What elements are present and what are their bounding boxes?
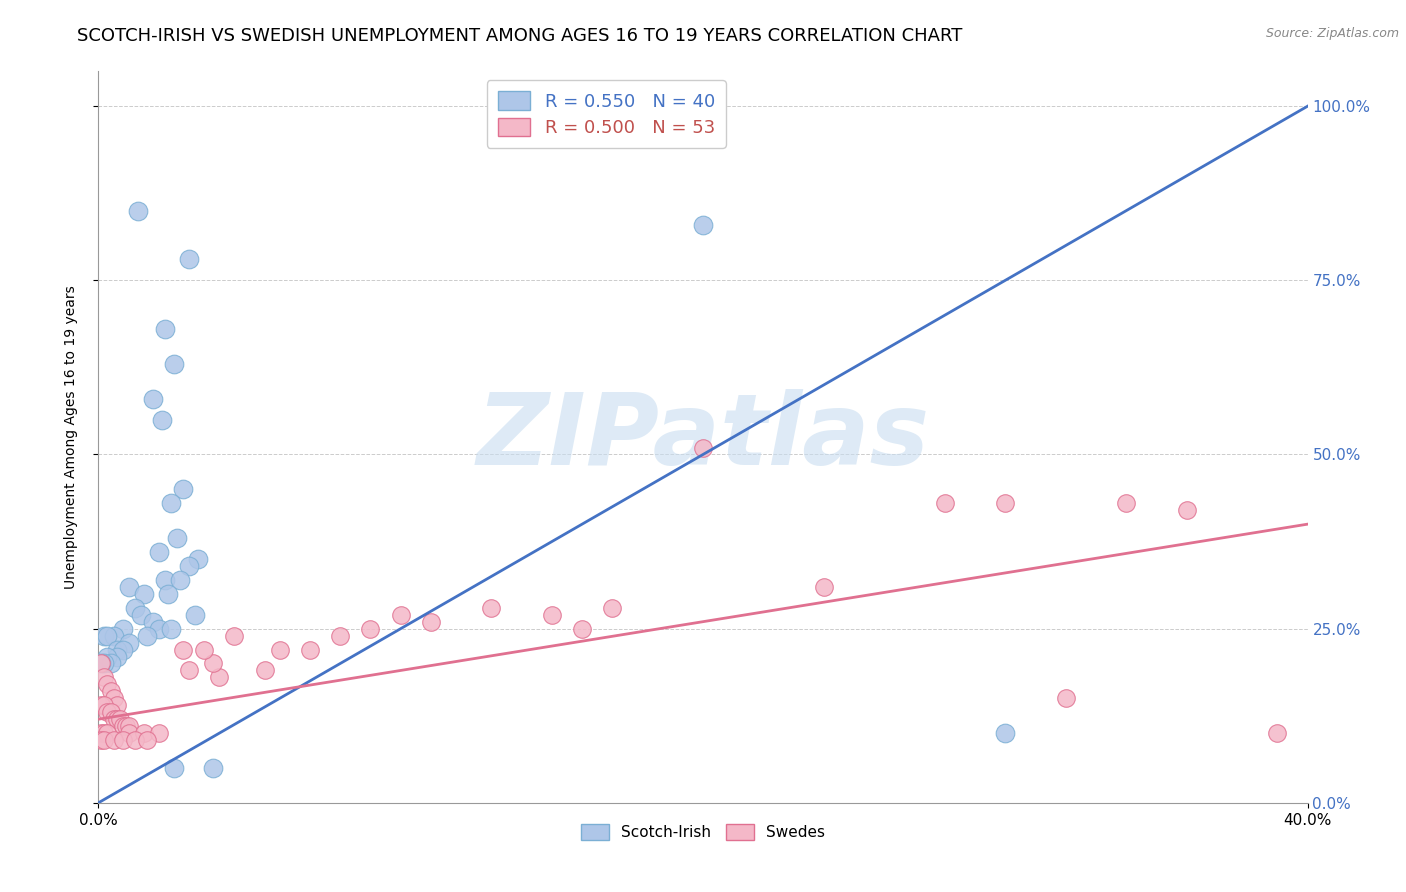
Point (179, 252, 201, 267)
Point (135, 629, 157, 643)
Point (172, 483, 194, 497)
Text: SCOTCH-IRISH VS SWEDISH UNEMPLOYMENT AMONG AGES 16 TO 19 YEARS CORRELATION CHART: SCOTCH-IRISH VS SWEDISH UNEMPLOYMENT AMO… (77, 27, 963, 45)
Point (160, 496, 183, 510)
Point (193, 642, 215, 657)
Point (602, 600, 624, 615)
Point (153, 322, 176, 336)
Point (103, 712, 125, 726)
Point (202, 761, 225, 775)
Point (118, 726, 141, 740)
Point (148, 726, 170, 740)
Point (1115, 496, 1137, 510)
Point (389, 607, 412, 622)
Point (111, 719, 134, 733)
Point (163, 761, 186, 775)
Point (692, 441, 714, 455)
Point (96, 705, 118, 719)
Point (934, 496, 956, 510)
Point (166, 531, 188, 545)
Point (142, 392, 165, 406)
Point (93, 698, 115, 713)
Point (100, 657, 122, 671)
Point (105, 649, 128, 664)
Point (132, 726, 155, 740)
Point (329, 629, 352, 643)
Point (360, 622, 382, 636)
Point (156, 587, 179, 601)
Point (172, 642, 194, 657)
Point (105, 642, 128, 657)
Point (118, 719, 141, 733)
Point (103, 629, 125, 643)
Point (1054, 691, 1077, 706)
Point (105, 698, 128, 713)
Point (118, 635, 141, 649)
Point (540, 607, 562, 622)
Point (96, 726, 118, 740)
Point (813, 580, 835, 594)
Point (93, 726, 115, 740)
Point (90, 657, 112, 671)
Point (129, 607, 152, 622)
Point (481, 600, 503, 615)
Point (96, 629, 118, 643)
Y-axis label: Unemployment Among Ages 16 to 19 years: Unemployment Among Ages 16 to 19 years (63, 285, 77, 589)
Point (994, 496, 1017, 510)
Point (224, 629, 246, 643)
Point (114, 719, 136, 733)
Point (135, 733, 157, 747)
Point (148, 622, 170, 636)
Point (100, 684, 122, 698)
Point (111, 642, 134, 657)
Point (93, 670, 115, 684)
Point (184, 607, 207, 622)
Point (1267, 726, 1289, 740)
Point (93, 629, 115, 643)
Point (111, 622, 134, 636)
Point (90, 733, 112, 747)
Point (90, 698, 112, 713)
Point (269, 642, 291, 657)
Point (253, 664, 276, 678)
Point (571, 622, 593, 636)
Point (150, 412, 173, 426)
Point (420, 615, 443, 629)
Point (93, 733, 115, 747)
Point (179, 664, 201, 678)
Point (103, 733, 125, 747)
Point (132, 587, 155, 601)
Point (90, 657, 112, 671)
Point (124, 600, 146, 615)
Point (105, 712, 128, 726)
Point (1175, 503, 1198, 517)
Point (299, 642, 322, 657)
Point (153, 573, 176, 587)
Point (100, 705, 122, 719)
Point (160, 622, 183, 636)
Point (142, 615, 165, 629)
Point (118, 580, 141, 594)
Point (208, 670, 231, 684)
Point (96, 649, 118, 664)
Point (994, 726, 1017, 740)
Point (163, 357, 186, 371)
Point (111, 733, 134, 747)
Point (187, 552, 209, 566)
Text: ZIPatlas: ZIPatlas (477, 389, 929, 485)
Point (103, 691, 125, 706)
Point (96, 677, 118, 691)
Legend: Scotch-Irish, Swedes: Scotch-Irish, Swedes (575, 818, 831, 847)
Point (148, 545, 170, 559)
Point (108, 712, 131, 726)
Point (93, 657, 115, 671)
Point (124, 733, 146, 747)
Point (179, 558, 201, 573)
Point (202, 657, 225, 671)
Text: Source: ZipAtlas.com: Source: ZipAtlas.com (1265, 27, 1399, 40)
Point (127, 203, 149, 218)
Point (90, 726, 112, 740)
Point (692, 218, 714, 232)
Point (169, 573, 191, 587)
